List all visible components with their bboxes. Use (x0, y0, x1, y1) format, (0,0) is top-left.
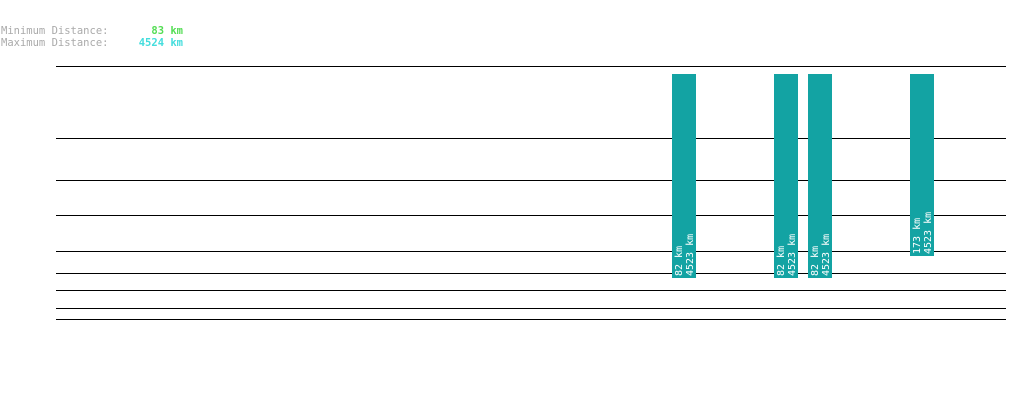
bar-max-label: 4523 km (821, 234, 832, 276)
bar-max-label: 4523 km (787, 234, 798, 276)
bar-max-label: 4523 km (685, 234, 696, 276)
distance-bar (808, 74, 832, 278)
maximum-distance-value: 4524 km (138, 37, 183, 49)
maximum-distance-row: Maximum Distance: 4524 km (1, 37, 183, 49)
distance-bar (910, 74, 934, 256)
minimum-distance-row: Minimum Distance: 83 km (1, 25, 183, 37)
distance-bar (672, 74, 696, 278)
bar-min-label: 82 km (776, 246, 787, 276)
distance-summary: Minimum Distance: 83 km Maximum Distance… (1, 25, 183, 49)
distance-bar (774, 74, 798, 278)
bar-min-label: 82 km (810, 246, 821, 276)
maximum-distance-label: Maximum Distance: (1, 37, 109, 49)
minimum-distance-label: Minimum Distance: (1, 25, 109, 37)
bar-max-label: 4523 km (923, 212, 934, 254)
bar-min-label: 82 km (674, 246, 685, 276)
bar-min-label: 173 km (912, 218, 923, 254)
minimum-distance-value: 83 km (151, 25, 183, 37)
